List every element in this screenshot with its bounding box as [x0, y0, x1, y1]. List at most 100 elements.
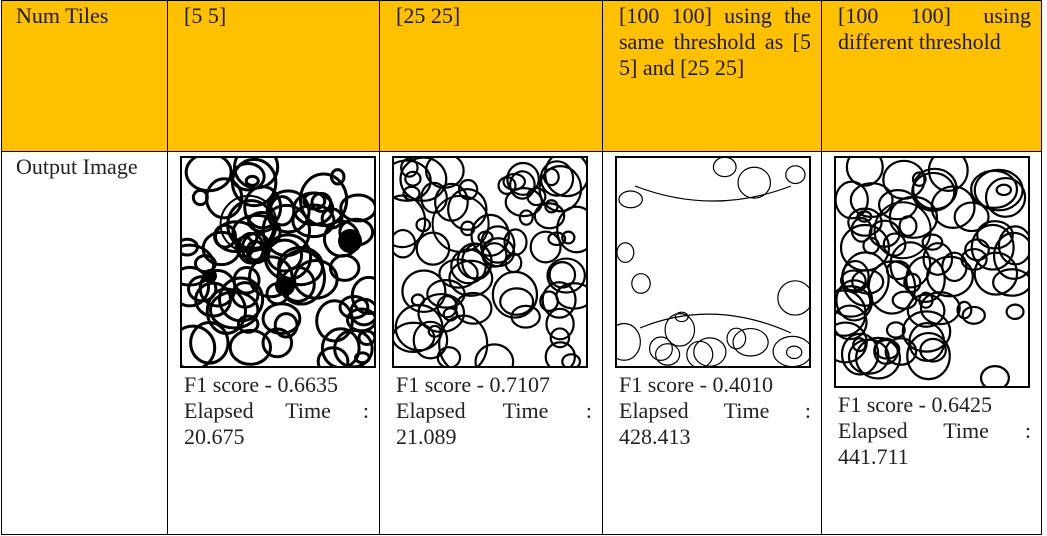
image-detail [333, 328, 374, 368]
image-detail [905, 255, 946, 303]
image-detail [834, 304, 868, 341]
image-detail [541, 281, 577, 319]
image-detail [456, 242, 493, 280]
image-detail [298, 172, 349, 227]
image-detail [548, 261, 577, 289]
image-detail [497, 176, 517, 195]
image-detail [840, 269, 867, 292]
image-detail [509, 170, 536, 200]
elapsed-time: Elapsed Time : 428.413 [619, 398, 811, 449]
image-detail [995, 183, 1013, 197]
image-detail [984, 176, 1027, 218]
output-image [180, 156, 376, 368]
image-detail [835, 279, 874, 322]
image-detail [712, 156, 737, 178]
output-cell: F1 score - 0.6425 Elapsed Time : 441.711 [821, 151, 1042, 535]
image-detail [544, 341, 576, 368]
f1-score: F1 score - 0.4010 [619, 372, 773, 397]
image-detail [454, 291, 493, 325]
image-detail [631, 273, 651, 294]
image-detail [533, 202, 566, 230]
image-detail [545, 307, 575, 341]
image-detail [230, 281, 260, 309]
image-detail [261, 327, 294, 359]
image-detail [180, 265, 211, 308]
image-detail [491, 270, 539, 319]
image-detail [834, 180, 869, 220]
image-detail [686, 340, 714, 368]
image-detail [526, 186, 547, 207]
image-detail [266, 238, 304, 273]
output-image [615, 156, 811, 368]
image-detail [434, 182, 469, 222]
image-detail [997, 225, 1030, 266]
image-detail [889, 241, 932, 289]
image-detail [901, 310, 952, 353]
image-detail [841, 251, 890, 307]
image-detail [191, 188, 209, 207]
image-detail [474, 343, 515, 368]
image-detail [447, 188, 488, 231]
output-image [392, 156, 588, 368]
image-detail [634, 185, 792, 334]
image-detail [648, 336, 673, 361]
image-detail [973, 168, 1024, 212]
image-detail [539, 290, 559, 312]
image-detail [248, 255, 294, 299]
image-detail [855, 336, 901, 380]
image-detail [922, 242, 954, 276]
image-detail [561, 230, 576, 245]
image-detail [518, 209, 534, 226]
image-detail [834, 285, 872, 318]
image-detail [243, 185, 283, 230]
image-detail [180, 324, 217, 368]
image-detail [906, 293, 946, 328]
image-detail [961, 305, 986, 325]
image-detail [992, 268, 1030, 297]
image-detail [615, 322, 641, 361]
image-detail [772, 335, 811, 368]
image-detail [845, 156, 884, 187]
image-detail [785, 345, 803, 360]
image-detail [338, 294, 370, 320]
image-detail [529, 230, 562, 264]
image-detail [973, 251, 1019, 296]
image-detail [412, 320, 449, 360]
image-detail [873, 201, 932, 260]
image-detail [873, 337, 899, 365]
image-detail [302, 191, 327, 211]
image-detail [399, 156, 448, 202]
image-detail [218, 276, 265, 323]
image-detail [275, 276, 295, 296]
image-detail [616, 242, 635, 264]
image-detail [906, 331, 951, 381]
image-detail [320, 327, 361, 368]
header-cell: [100 100] using the same threshold as [5… [602, 0, 822, 152]
image-detail [460, 220, 476, 237]
image-detail [976, 220, 1014, 250]
image-detail [339, 193, 376, 223]
f1-score: F1 score - 0.6635 [184, 372, 338, 397]
image-detail [394, 303, 444, 352]
image-detail [477, 230, 494, 244]
image-detail [851, 268, 885, 295]
image-detail [556, 205, 588, 254]
image-detail [919, 291, 961, 326]
f1-score: F1 score - 0.6425 [838, 392, 992, 417]
output-image [834, 156, 1030, 388]
output-cell: F1 score - 0.6635 Elapsed Time : 20.675 [167, 151, 380, 535]
image-detail [654, 343, 681, 366]
image-detail [732, 327, 769, 357]
image-detail [834, 321, 868, 364]
image-detail [401, 269, 447, 314]
image-detail [882, 232, 907, 257]
output-cell: F1 score - 0.4010 Elapsed Time : 428.413 [602, 151, 822, 535]
image-detail [357, 329, 376, 346]
image-detail [888, 195, 939, 239]
image-detail [618, 190, 643, 209]
header-cell: [25 25] [379, 0, 603, 152]
image-detail [992, 231, 1030, 280]
image-detail [392, 194, 427, 249]
